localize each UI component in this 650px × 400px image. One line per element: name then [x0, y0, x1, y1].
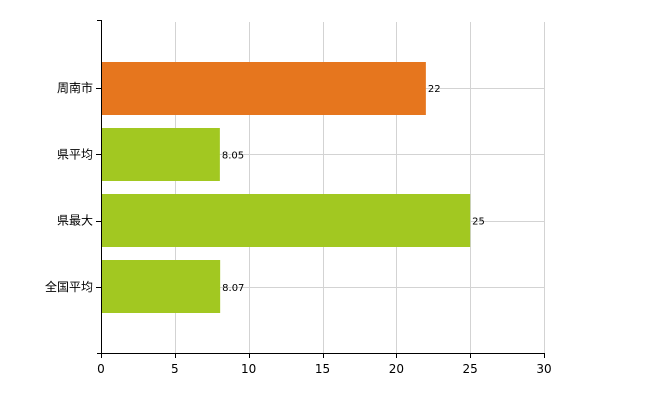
bar [101, 62, 426, 115]
x-tick-label: 20 [389, 362, 404, 376]
y-tick-label: 県平均 [57, 147, 93, 161]
bar [101, 194, 471, 247]
data-label: 8.07 [222, 283, 244, 294]
bars [101, 62, 471, 313]
bar [101, 128, 220, 181]
x-tick-label: 10 [241, 362, 256, 376]
y-tick-label: 周南市 [57, 80, 93, 95]
x-tick-label: 15 [315, 362, 330, 376]
data-label: 8.05 [222, 150, 244, 161]
x-tick-label: 0 [97, 362, 105, 376]
bar [101, 260, 221, 313]
x-tick-label: 30 [536, 362, 551, 376]
data-label: 25 [472, 217, 485, 228]
x-tick-label: 5 [171, 362, 179, 376]
y-tick-label: 県最大 [57, 214, 93, 228]
data-label: 22 [428, 84, 441, 95]
axes [96, 20, 545, 358]
x-tick-label: 25 [463, 362, 478, 376]
y-tick-label: 全国平均 [45, 279, 93, 294]
